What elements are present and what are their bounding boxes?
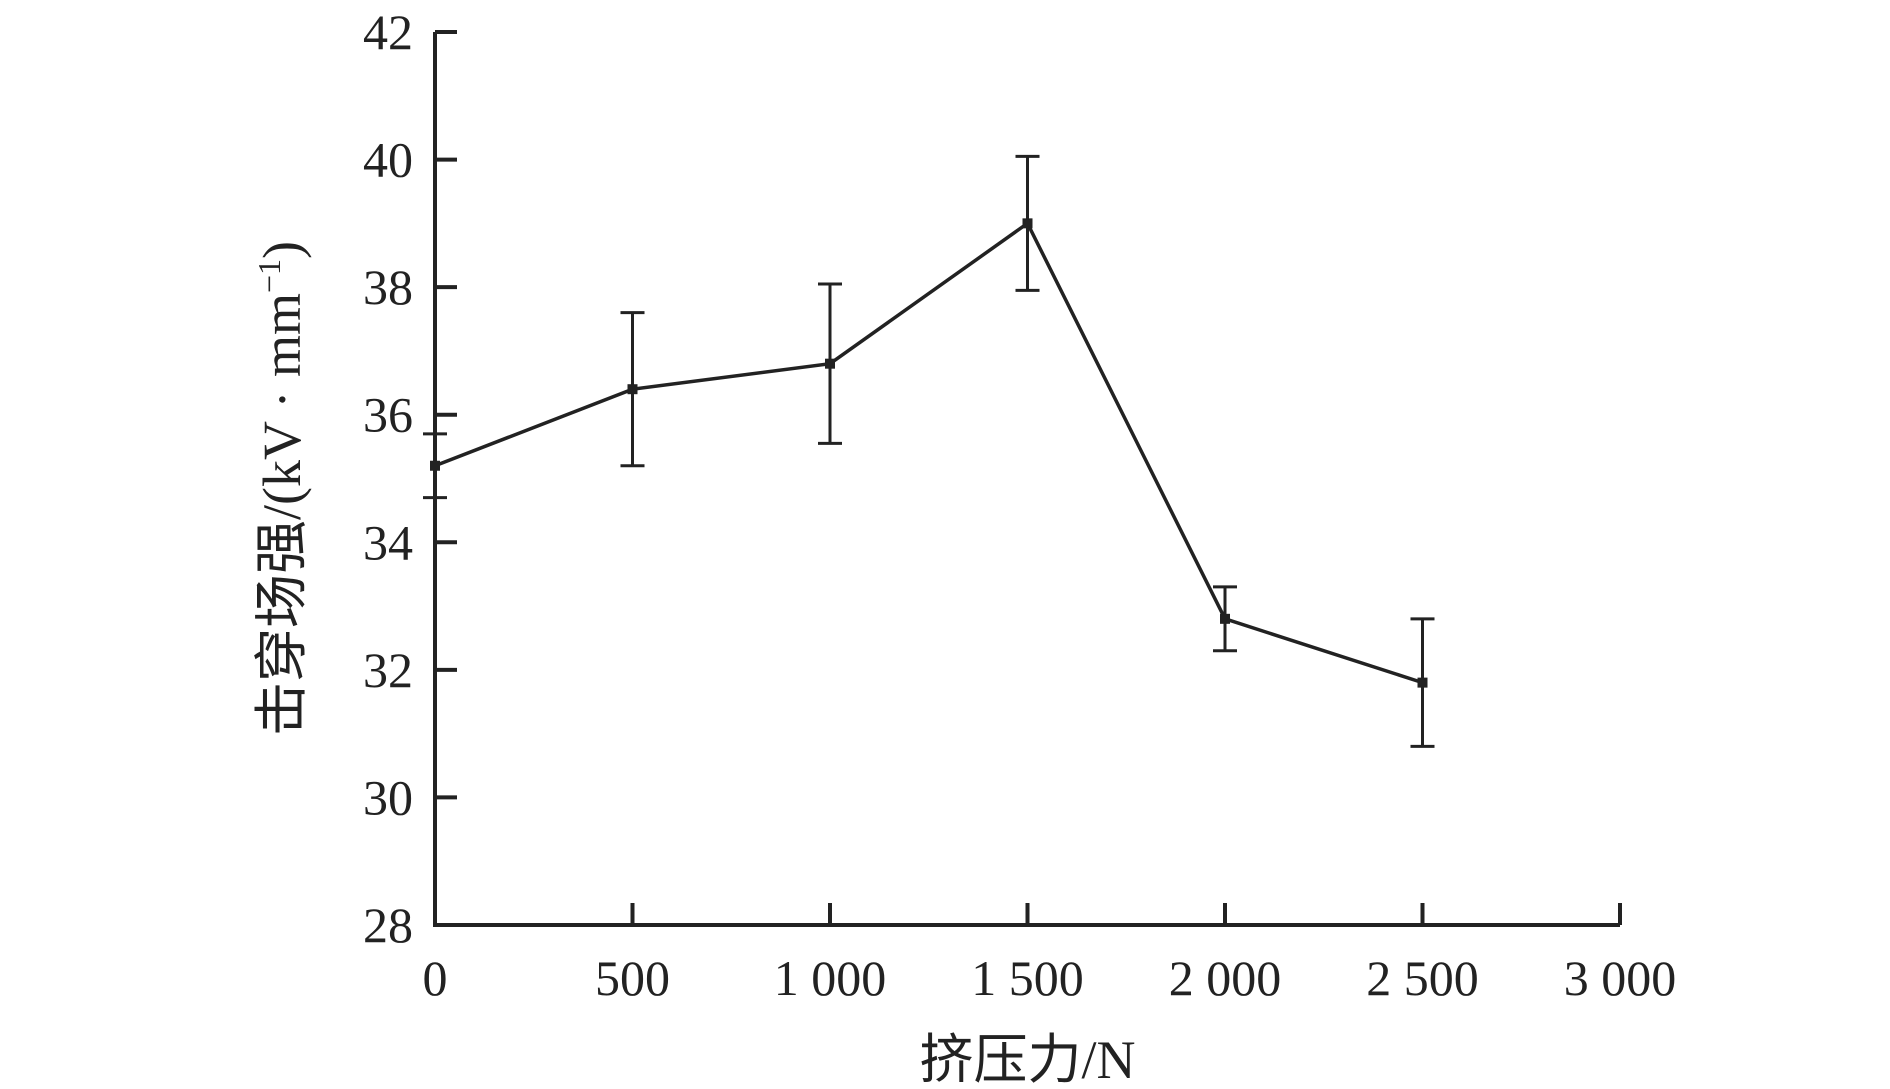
y-tick-label: 36	[363, 387, 413, 443]
x-tick-label: 1 500	[971, 950, 1084, 1006]
data-point	[430, 460, 440, 471]
y-tick-label: 28	[363, 897, 413, 953]
data-point	[1220, 613, 1230, 624]
x-tick-label: 2 500	[1366, 950, 1479, 1006]
data-point	[1022, 218, 1033, 229]
data-point	[627, 384, 638, 395]
data-point	[1417, 677, 1428, 688]
x-tick-label: 0	[423, 950, 448, 1006]
x-tick-label: 1 000	[774, 950, 887, 1006]
y-tick-label: 42	[363, 4, 413, 60]
y-tick-label: 40	[363, 132, 413, 188]
series-line	[434, 220, 1424, 685]
y-ticks: 28 30 32 34 36 38 40 42	[363, 4, 457, 953]
y-tick-label: 32	[363, 642, 413, 698]
x-tick-label: 500	[595, 950, 670, 1006]
y-axis-title: 击穿场强/(kV · mm−1)	[251, 241, 312, 736]
x-tick-label: 2 000	[1169, 950, 1282, 1006]
x-ticks: 0 500 1 000 1 500 2 000 2 500 3 000	[423, 903, 1677, 1006]
plot-area	[423, 154, 1435, 748]
y-tick-label: 38	[363, 259, 413, 315]
x-tick-label: 3 000	[1564, 950, 1677, 1006]
y-tick-label: 30	[363, 769, 413, 825]
y-tick-label: 34	[363, 514, 413, 570]
x-axis-title: 挤压力/N	[920, 1030, 1136, 1089]
data-point	[825, 358, 835, 369]
